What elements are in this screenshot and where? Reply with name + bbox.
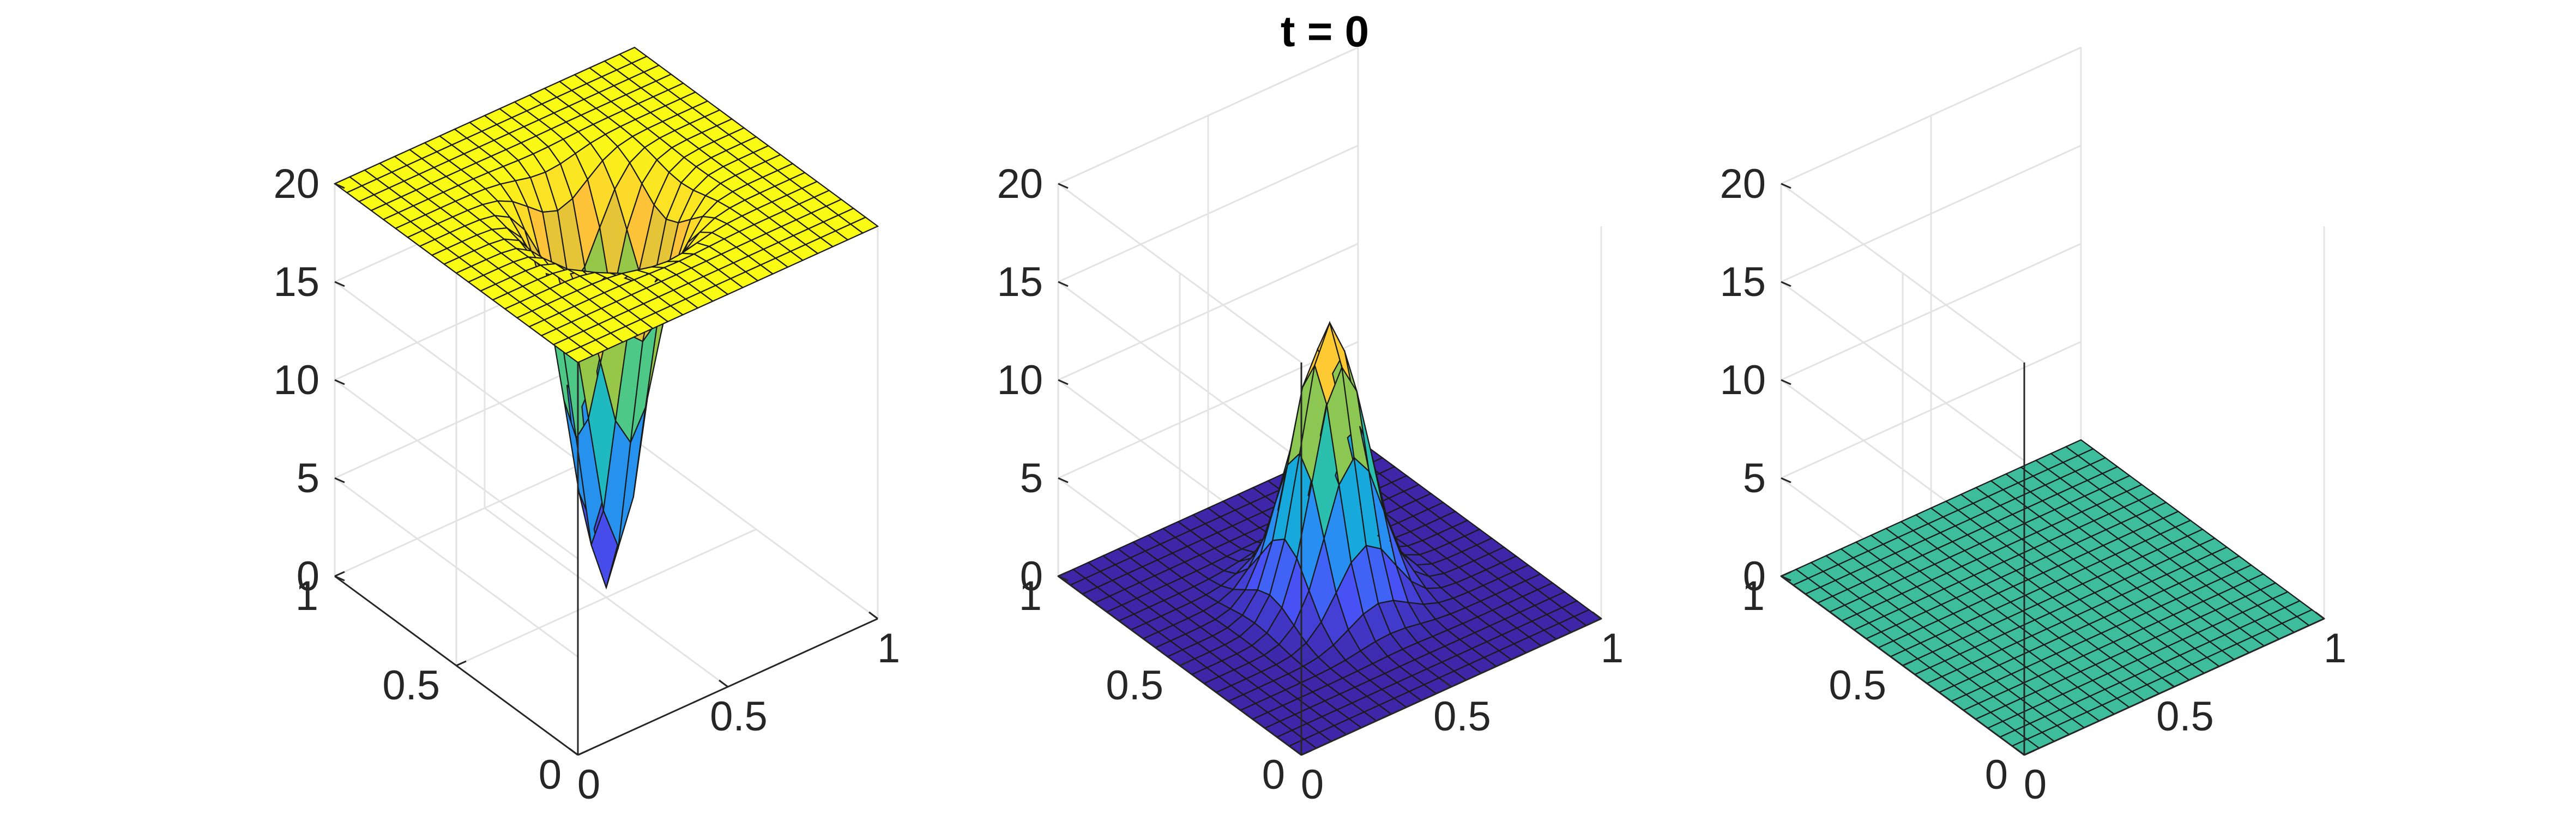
x-tick-mark xyxy=(719,679,728,688)
y-tick-label: 0 xyxy=(1262,752,1285,798)
x-tick-mark xyxy=(2015,747,2025,756)
y-tick-mark xyxy=(1902,660,1913,667)
y-tick-mark xyxy=(456,660,467,667)
y-tick-mark xyxy=(1781,571,1791,577)
y-tick-label: 1 xyxy=(295,573,318,619)
grid-line xyxy=(456,528,757,667)
y-tick-mark xyxy=(1179,660,1190,667)
y-tick-mark xyxy=(2024,750,2035,756)
x-tick-mark xyxy=(1592,611,1602,620)
z-tick-label: 5 xyxy=(297,455,319,501)
y-tick-mark xyxy=(1058,571,1069,577)
z-tick-mark xyxy=(334,183,345,189)
z-tick-label: 5 xyxy=(1743,455,1766,501)
y-tick-label: 0.5 xyxy=(1829,662,1886,709)
z-tick-mark xyxy=(1058,281,1069,287)
z-tick-mark xyxy=(334,575,345,582)
z-tick-label: 5 xyxy=(1020,455,1043,501)
x-tick-label: 0.5 xyxy=(2156,693,2214,740)
z-tick-mark xyxy=(1058,477,1069,484)
z-tick-label: 0 xyxy=(1020,553,1043,600)
z-tick-mark xyxy=(1781,281,1791,287)
z-tick-mark xyxy=(1781,183,1791,189)
z-tick-label: 10 xyxy=(997,357,1043,403)
z-tick-label: 15 xyxy=(1720,259,1766,305)
y-tick-label: 0.5 xyxy=(1106,662,1163,709)
x-tick-label: 1 xyxy=(877,625,900,672)
z-tick-mark xyxy=(1781,477,1791,484)
z-tick-mark xyxy=(1058,575,1069,582)
x-tick-label: 0 xyxy=(1301,762,1324,808)
y-tick-label: 0 xyxy=(539,752,562,798)
z-tick-mark xyxy=(334,379,345,385)
z-tick-label: 20 xyxy=(1720,161,1766,207)
surface-face xyxy=(849,216,879,234)
z-tick-label: 10 xyxy=(1720,357,1766,403)
y-tick-mark xyxy=(577,750,588,756)
x-tick-mark xyxy=(1292,747,1302,756)
z-tick-label: 20 xyxy=(997,161,1043,207)
x-tick-label: 1 xyxy=(2324,625,2346,672)
y-tick-label: 1 xyxy=(1019,573,1042,619)
z-tick-label: 10 xyxy=(273,357,319,403)
y-tick-mark xyxy=(334,571,345,577)
z-tick-mark xyxy=(1781,379,1791,385)
z-tick-mark xyxy=(1781,575,1791,582)
x-tick-label: 0 xyxy=(577,762,600,808)
y-tick-label: 1 xyxy=(1742,573,1765,619)
x-tick-label: 0 xyxy=(2024,762,2047,808)
x-tick-label: 1 xyxy=(1601,625,1624,672)
z-tick-mark xyxy=(1058,379,1069,385)
z-tick-mark xyxy=(334,477,345,484)
x-tick-mark xyxy=(569,747,578,756)
x-tick-mark xyxy=(2165,679,2175,688)
x-tick-label: 0.5 xyxy=(1433,693,1491,740)
x-tick-mark xyxy=(2315,611,2325,620)
z-tick-label: 15 xyxy=(997,259,1043,305)
x-tick-mark xyxy=(868,611,878,620)
z-tick-label: 20 xyxy=(273,161,319,207)
grid-line xyxy=(634,439,878,620)
y-tick-mark xyxy=(1301,750,1312,756)
x-tick-label: 0.5 xyxy=(710,693,768,740)
y-tick-label: 0.5 xyxy=(382,662,440,709)
figure-title: t = 0 xyxy=(1281,7,1369,56)
z-tick-label: 0 xyxy=(297,553,319,600)
z-tick-mark xyxy=(334,281,345,287)
z-tick-label: 15 xyxy=(273,259,319,305)
x-tick-mark xyxy=(1442,679,1452,688)
z-tick-label: 0 xyxy=(1743,553,1766,600)
z-tick-mark xyxy=(1058,183,1069,189)
y-tick-label: 0 xyxy=(1985,752,2008,798)
